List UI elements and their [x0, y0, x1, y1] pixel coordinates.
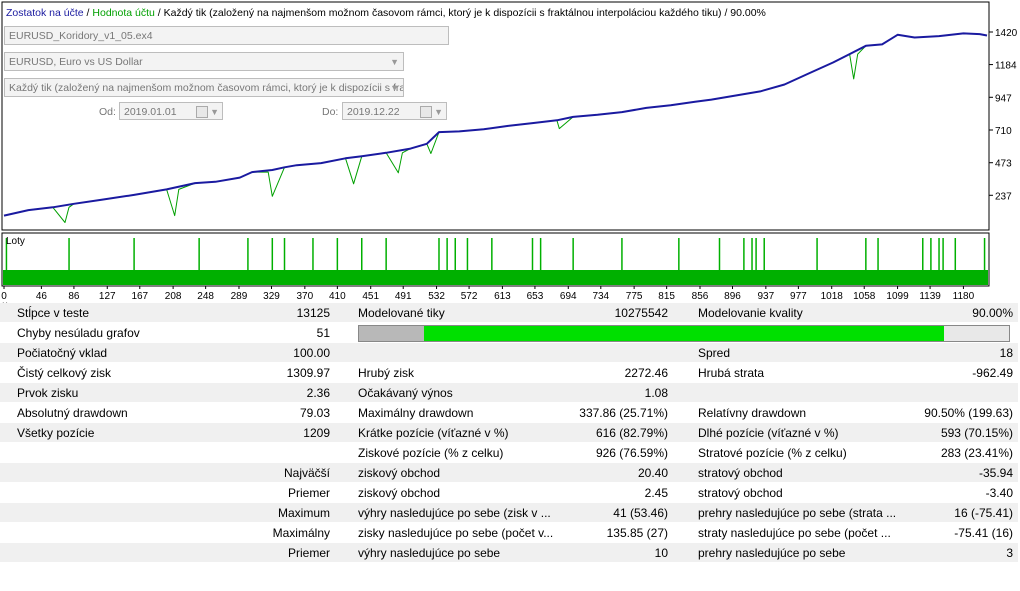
x-tick-label: 0	[1, 291, 7, 302]
x-tick-label: 532	[428, 291, 445, 302]
series-line-0	[3, 32, 988, 217]
y-tick-label: 1420	[995, 28, 1018, 39]
x-tick-label: 289	[231, 291, 248, 302]
y-tick-label: 947	[995, 93, 1012, 104]
to-label: Do:	[322, 106, 339, 118]
x-tick-label: 1099	[886, 291, 909, 302]
from-label: Od:	[99, 106, 116, 118]
calendar-icon[interactable]	[420, 106, 432, 118]
chevron-down-icon: ▼	[390, 57, 399, 67]
from-date-field[interactable]: 2019.01.01 ▼	[119, 102, 223, 120]
calendar-icon[interactable]	[196, 106, 208, 118]
stats-row: Maximálny zisky nasledujúce po sebe (poč…	[0, 522, 1018, 543]
x-tick-label: 410	[329, 291, 346, 302]
x-tick-label: 86	[68, 291, 80, 302]
quality-bar-fill	[359, 325, 944, 341]
y-tick-labels: 1420 1184 947 710 473 237	[989, 28, 1018, 202]
header-sep: /	[83, 7, 93, 19]
x-tick-label: 653	[527, 291, 544, 302]
stats-row: Maximum výhry nasledujúce po sebe (zisk …	[0, 502, 1018, 523]
x-tick-label: 1018	[821, 291, 844, 302]
lots-group	[3, 238, 988, 285]
x-tick-label: 491	[395, 291, 412, 302]
lots-band	[3, 270, 988, 285]
x-tick-label: 167	[131, 291, 148, 302]
stats-row: Absolutný drawdown 79.03 Maximálny drawdo…	[0, 402, 1018, 423]
chevron-down-icon: ▼	[390, 83, 399, 93]
symbol-value: EURUSD, Euro vs US Dollar	[9, 56, 143, 68]
x-tick-label: 46	[36, 291, 48, 302]
stats-row: Priemer ziskový obchod 2.45 stratový obch…	[0, 482, 1018, 503]
stat-label: Modelovanie kvality 90.00%	[693, 303, 1018, 323]
x-tick-label: 1180	[953, 291, 975, 302]
x-tick-label: 694	[560, 291, 577, 302]
x-tick-label: 451	[362, 291, 379, 302]
x-tick-labels: 0 46 86 127 167 208 248 289 329 370 410 451 491 532 57…	[1, 286, 975, 302]
x-tick-label: 208	[165, 291, 182, 302]
symbol-select[interactable]: EURUSD, Euro vs US Dollar ▼	[4, 52, 404, 71]
x-tick-label: 977	[790, 291, 807, 302]
x-tick-label: 329	[263, 291, 280, 302]
x-tick-label: 775	[626, 291, 643, 302]
y-tick-label: 1184	[995, 61, 1017, 72]
chart-area: 1420 1184 947 710 473 237 0 46 86 127 167 208 248 28…	[1, 1, 1018, 302]
stats-report: Stĺpce v teste 13125 Modelované tiky 10275…	[0, 303, 1020, 591]
quality-bar	[358, 324, 1010, 342]
y-tick-label: 473	[995, 159, 1012, 170]
stats-row: Ziskové pozície (% z celku) 926 (76.59%) …	[0, 442, 1018, 463]
stat-label: Chyby nesúladu grafov 51	[12, 322, 335, 343]
stats-row: Stĺpce v teste 13125 Modelované tiky 10275…	[0, 303, 1018, 323]
lots-label: Loty	[6, 236, 25, 247]
expert-value: EURUSD_Koridory_v1_05.ex4	[9, 30, 153, 42]
header-rest: / Každý tik (založený na najmenšom možno…	[154, 7, 766, 19]
x-tick-label: 734	[592, 291, 609, 302]
chart-header: Zostatok na účte / Hodnota účtu / Každý …	[6, 7, 766, 19]
x-tick-label: 370	[296, 291, 313, 302]
to-date-field[interactable]: 2019.12.22 ▼	[342, 102, 447, 120]
series-group	[3, 32, 988, 223]
to-date-value: 2019.12.22	[347, 106, 400, 118]
header-equity-label: Hodnota účtu	[92, 7, 155, 19]
y-tick-label: 237	[995, 191, 1012, 202]
x-tick-label: 937	[758, 291, 775, 302]
chevron-down-icon[interactable]: ▼	[210, 107, 219, 117]
stats-row: Čistý celkový zisk 1309.97 Hrubý zisk 2272…	[0, 362, 1018, 383]
from-date-value: 2019.01.01	[124, 106, 177, 118]
model-select[interactable]: Každý tik (založený na najmenšom možnom …	[4, 78, 404, 97]
stats-row: Priemer výhry nasledujúce po sebe 10 preh…	[0, 542, 1018, 563]
header-balance-label: Zostatok na účte	[6, 7, 84, 19]
x-tick-label: 1058	[853, 291, 876, 302]
quality-bar-cell	[353, 322, 1018, 343]
stats-row: Chyby nesúladu grafov 51	[0, 322, 1018, 343]
stats-row: Najväčší ziskový obchod 20.40 stratový ob…	[0, 462, 1018, 483]
x-tick-label: 248	[197, 291, 214, 302]
chevron-down-icon[interactable]: ▼	[434, 107, 443, 117]
stats-row: Prvok zisku 2.36 Očakávaný výnos 1.08	[0, 382, 1018, 403]
stats-row: Všetky pozície 1209 Krátke pozície (víťaz…	[0, 422, 1018, 443]
stats-row: Počiatočný vklad 100.00 Spred 18	[0, 342, 1018, 363]
quality-bar-missing	[359, 325, 424, 341]
x-tick-label: 572	[461, 291, 478, 302]
stat-label: Stĺpce v teste 13125	[12, 303, 335, 323]
x-tick-label: 1139	[919, 291, 941, 302]
chart-svg: 1420 1184 947 710 473 237 0 46 86 127 167 208 248 28…	[1, 1, 1018, 302]
x-tick-label: 127	[99, 291, 116, 302]
x-tick-label: 896	[724, 291, 741, 302]
stat-label: Modelované tiky 10275542	[353, 303, 673, 323]
expert-select[interactable]: EURUSD_Koridory_v1_05.ex4	[4, 26, 449, 45]
x-tick-label: 815	[658, 291, 675, 302]
x-tick-label: 613	[494, 291, 511, 302]
y-tick-label: 710	[995, 126, 1012, 137]
x-tick-label: 856	[692, 291, 709, 302]
model-value: Každý tik (založený na najmenšom možnom …	[9, 82, 404, 94]
